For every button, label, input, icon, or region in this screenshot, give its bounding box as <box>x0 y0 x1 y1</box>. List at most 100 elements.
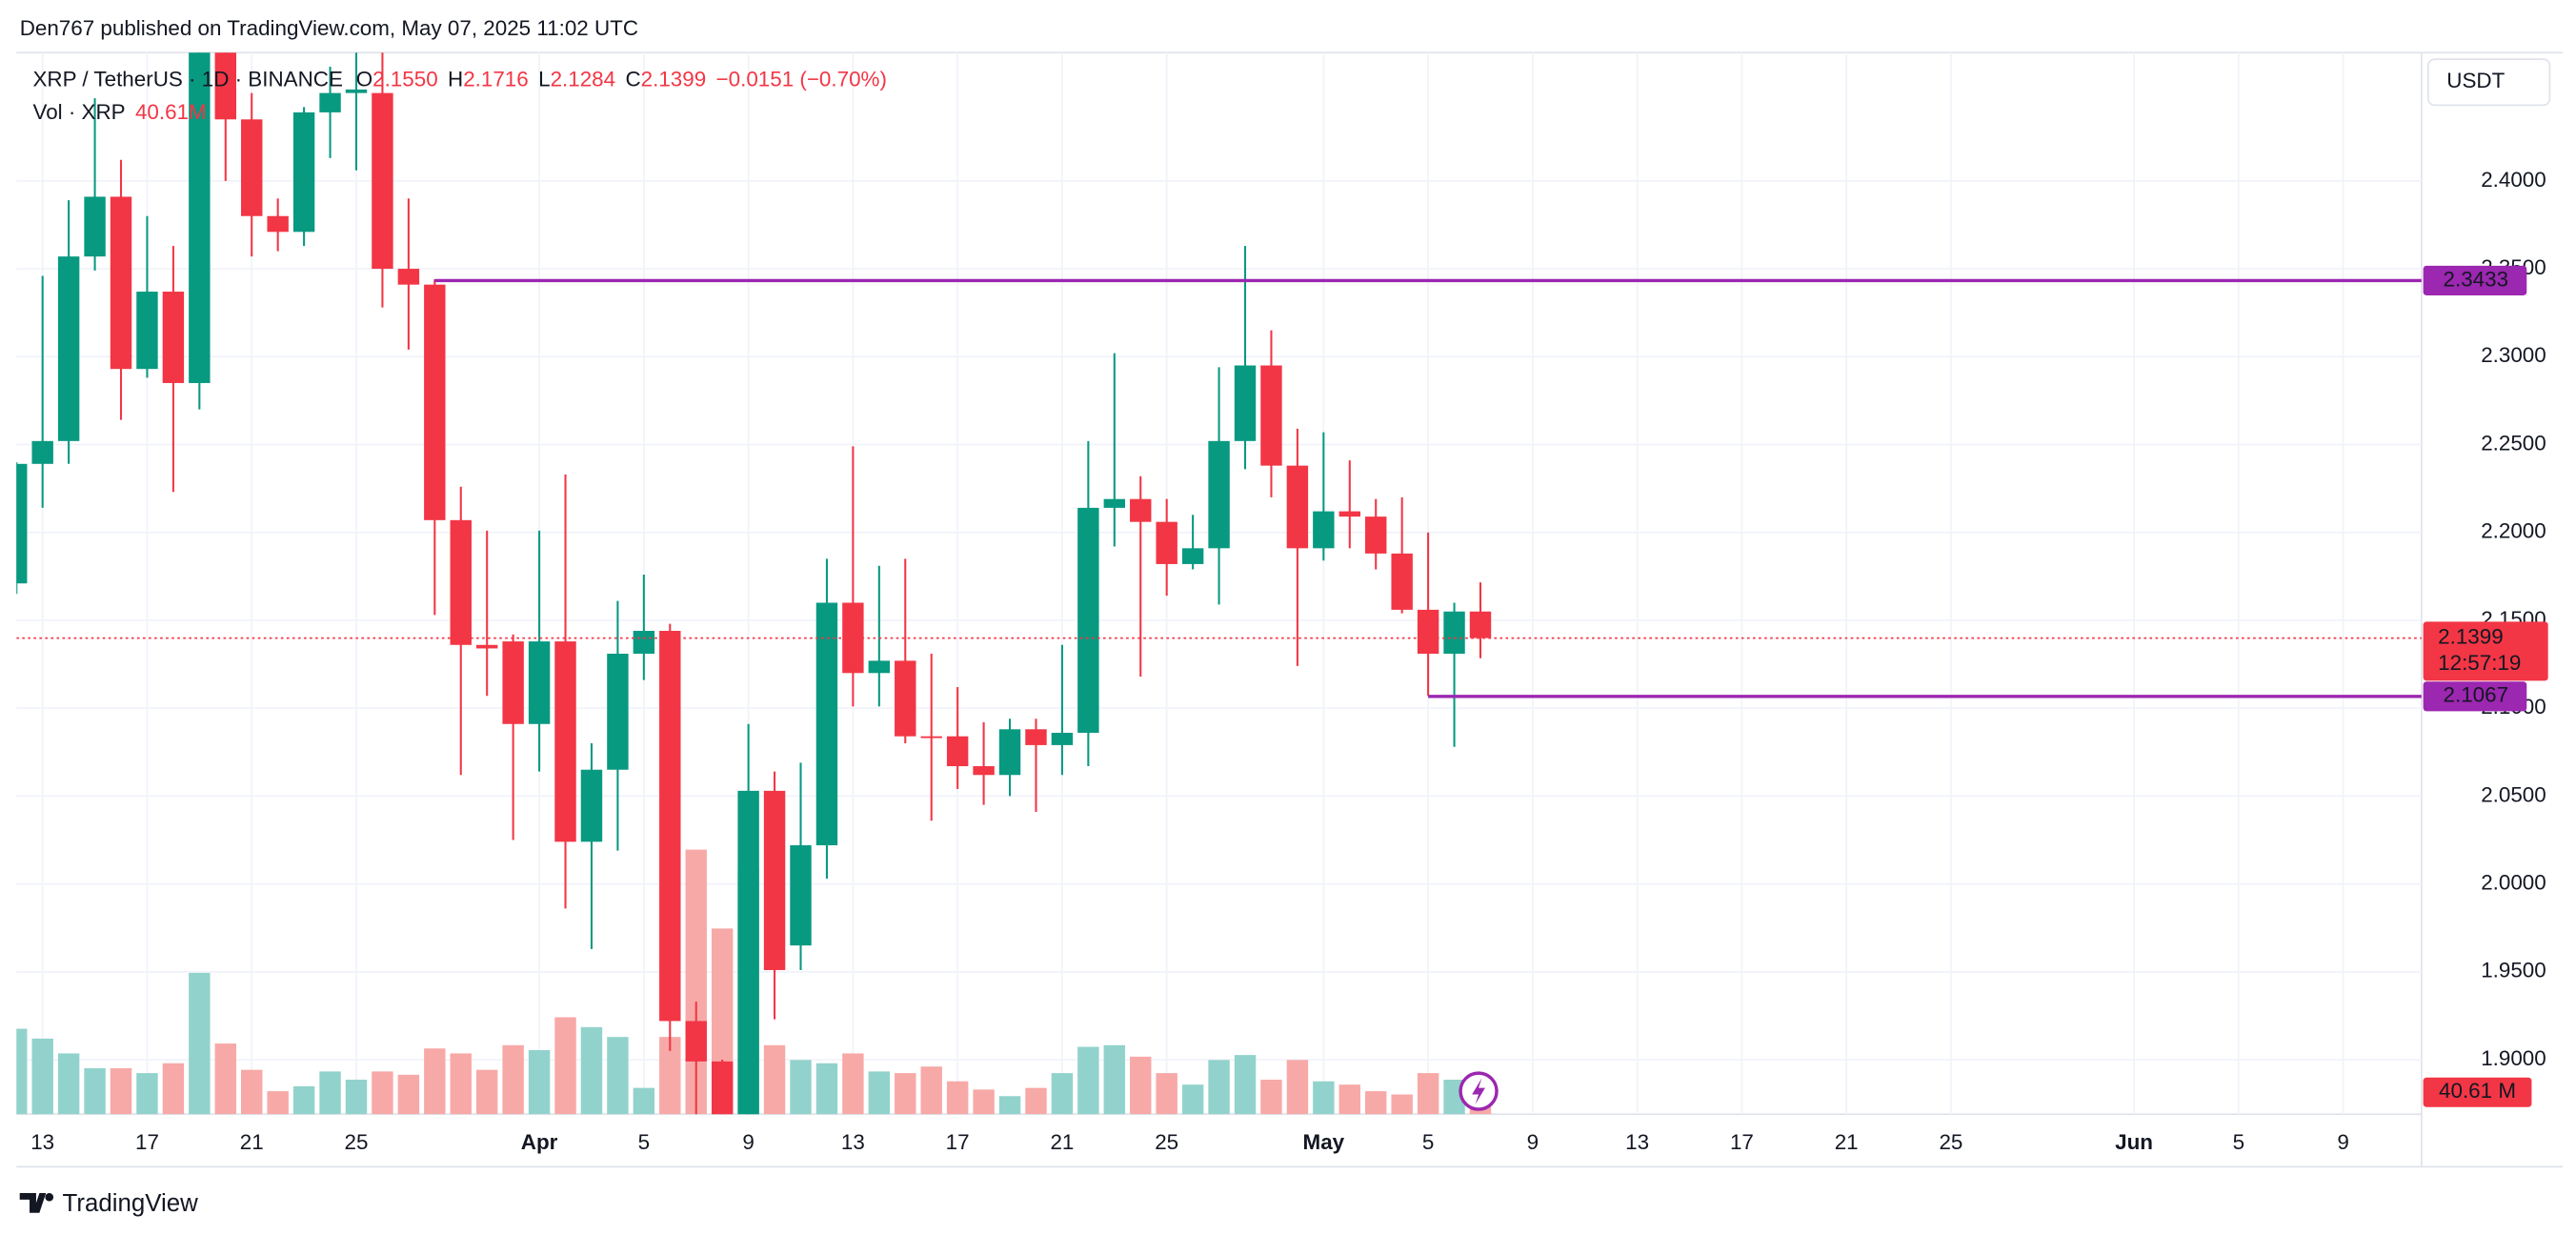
candle-body <box>162 292 185 383</box>
volume-bar <box>1365 1091 1387 1115</box>
candle-body <box>372 92 393 270</box>
volume-bar <box>895 1073 916 1115</box>
y-tick-label: 2.4000 <box>2481 168 2546 192</box>
currency[interactable]: USDT <box>2446 69 2505 92</box>
x-tick-label: 9 <box>2337 1130 2348 1154</box>
x-tick-label: Apr <box>521 1130 558 1154</box>
x-tick-label: 17 <box>135 1130 159 1154</box>
x-tick-label: 9 <box>742 1130 754 1154</box>
volume-bar <box>345 1080 368 1115</box>
y-tick-label: 2.2000 <box>2481 519 2546 543</box>
x-tick-label: 5 <box>1422 1130 1434 1154</box>
volume-bar <box>815 1063 838 1115</box>
y-tick-label: 1.9000 <box>2481 1046 2546 1070</box>
volume-bar <box>475 1069 498 1115</box>
candle-body <box>920 736 942 739</box>
y-tick-label: 2.3000 <box>2481 343 2546 367</box>
candle-body <box>214 52 236 120</box>
volume-bar <box>502 1044 524 1115</box>
x-tick-label: 25 <box>1155 1130 1178 1154</box>
volume-bar <box>973 1089 995 1115</box>
legend-line: XRP / TetherUS · 1D · BINANCE O2.1550 H2.1… <box>32 67 886 91</box>
brand-logo <box>19 1193 54 1213</box>
volume-bar <box>1077 1046 1099 1115</box>
x-tick-label: 9 <box>1527 1130 1539 1154</box>
candle-body <box>659 631 681 1022</box>
y-tick-label: 2.2500 <box>2481 431 2546 455</box>
volume-bar <box>868 1071 891 1115</box>
volume-bar <box>1260 1080 1282 1115</box>
volume-bar <box>372 1071 393 1115</box>
candle-body <box>528 641 551 724</box>
x-tick-label: 17 <box>946 1130 970 1154</box>
candle-body <box>1417 609 1439 654</box>
volume-bar <box>607 1037 629 1115</box>
candle-body <box>554 641 576 842</box>
currency-button[interactable] <box>2426 58 2551 107</box>
x-tick-label: May <box>1303 1130 1345 1154</box>
volume-bar <box>162 1063 185 1115</box>
volume-bar <box>1025 1087 1047 1115</box>
ohlc-value: 2.1399 <box>641 67 707 91</box>
volume-bar <box>450 1053 472 1115</box>
volume-title: Vol · XRP <box>32 100 125 124</box>
volume-bar <box>580 1026 603 1115</box>
candle-body <box>110 196 132 370</box>
candle-body <box>868 660 891 674</box>
candle-body <box>136 292 158 370</box>
candle-body <box>319 92 341 112</box>
volume-bar <box>633 1087 655 1115</box>
x-tick-label: 21 <box>1835 1130 1859 1154</box>
candle-body <box>1469 611 1492 638</box>
volume-bar <box>1051 1073 1074 1115</box>
volume-bar <box>1338 1084 1360 1115</box>
volume-bar <box>790 1060 812 1115</box>
ohlc-value: 2.1550 <box>372 67 438 91</box>
axes: 1.90001.95002.00002.05002.10002.15002.20… <box>30 168 2548 1154</box>
candle-body <box>998 729 1021 776</box>
volume-bar <box>57 1053 80 1115</box>
change: −0.0151 (−0.70%) <box>716 67 887 91</box>
x-tick-label: 17 <box>1730 1130 1754 1154</box>
brand: TradingView <box>63 1190 199 1217</box>
candle-body <box>292 111 315 233</box>
candle-body <box>1051 732 1074 745</box>
x-tick-label: 13 <box>841 1130 865 1154</box>
candle-body <box>502 641 524 724</box>
volume-value: 40.61M <box>135 100 207 124</box>
volume-bar <box>31 1038 53 1115</box>
volume-bar <box>241 1069 263 1115</box>
events-icon-bolt <box>1472 1078 1485 1104</box>
volume-bar <box>214 1043 236 1115</box>
candle-body <box>241 119 263 216</box>
volume-bar <box>110 1067 132 1115</box>
volume-bar <box>1130 1056 1152 1115</box>
volume-legend: Vol · XRP 40.61M <box>32 100 206 124</box>
candle-body <box>737 790 759 1115</box>
volume-bar <box>998 1096 1021 1115</box>
volume-bar <box>136 1073 158 1115</box>
volume-tag <box>2423 1077 2532 1107</box>
candle-body <box>1181 548 1204 564</box>
x-tick-label: 21 <box>1050 1130 1074 1154</box>
volume-bar <box>1391 1094 1413 1115</box>
x-tick-label: 5 <box>638 1130 650 1154</box>
candle-body <box>397 269 420 285</box>
x-tick-label: 13 <box>1625 1130 1649 1154</box>
x-tick-label: 5 <box>2233 1130 2244 1154</box>
volume-bar <box>319 1071 341 1115</box>
candle-body <box>31 440 53 464</box>
candle-body <box>842 602 864 674</box>
candle-body <box>946 736 969 767</box>
volume-bar <box>1156 1073 1177 1115</box>
volume-bar <box>292 1085 315 1115</box>
candle-body <box>450 519 472 645</box>
candle-body <box>1391 553 1413 610</box>
candle-body <box>1130 498 1152 522</box>
candle-body <box>607 653 629 770</box>
candle-body <box>815 602 838 846</box>
volume-bar <box>842 1053 864 1115</box>
volume-bar <box>946 1081 969 1115</box>
candle-body <box>1286 465 1309 549</box>
